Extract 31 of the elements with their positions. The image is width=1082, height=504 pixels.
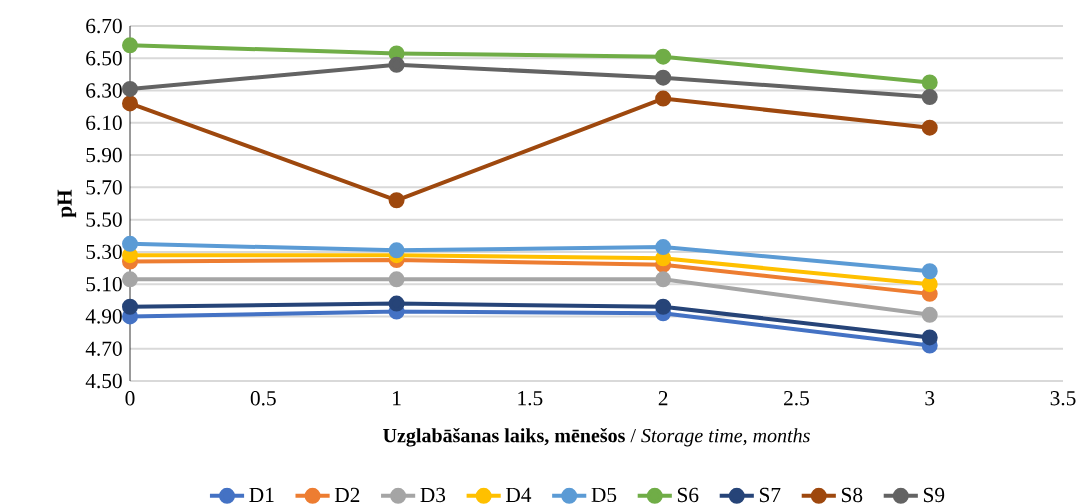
y-tick-label: 6.30 [86,83,122,98]
y-axis-title: pH [57,189,77,218]
legend-label: D4 [506,487,532,502]
legend-label: D3 [420,487,446,503]
legend-label: S9 [923,487,945,503]
legend-label: S7 [759,487,781,503]
x-tick-label: 2.5 [784,391,809,406]
y-tick-label: 6.50 [86,51,122,66]
y-tick-label: 5.50 [86,212,122,227]
x-tick-label: 3 [925,391,935,406]
x-tick-label: 1.5 [518,391,543,406]
x-tick-label: 0.5 [250,391,276,406]
x-tick-label: 3.5 [1050,391,1076,406]
y-tick-label: 5.30 [86,244,122,260]
legend-label: S8 [841,487,863,503]
y-tick-label: 5.90 [86,147,122,163]
y-tick-label: 6.70 [86,18,122,34]
y-tick-label: 4.90 [85,309,122,324]
y-tick-label: 4.70 [85,341,122,356]
x-tick-label: 1 [393,391,401,406]
y-tick-label: 5.70 [86,180,122,195]
legend-label: D2 [334,487,360,502]
x-tick-label: 0 [125,391,135,406]
x-axis-title: Uzglabāšanas laiks, mēnešos / Storage time, months [383,428,810,447]
legend-label: S6 [677,487,699,503]
legend-label: D1 [249,487,274,502]
legend-label: D5 [591,487,617,503]
x-tick-label: 2 [658,391,668,406]
y-tick-label: 6.10 [86,115,122,131]
y-tick-label: 5.10 [86,276,122,292]
y-tick-label: 4.50 [85,373,122,389]
